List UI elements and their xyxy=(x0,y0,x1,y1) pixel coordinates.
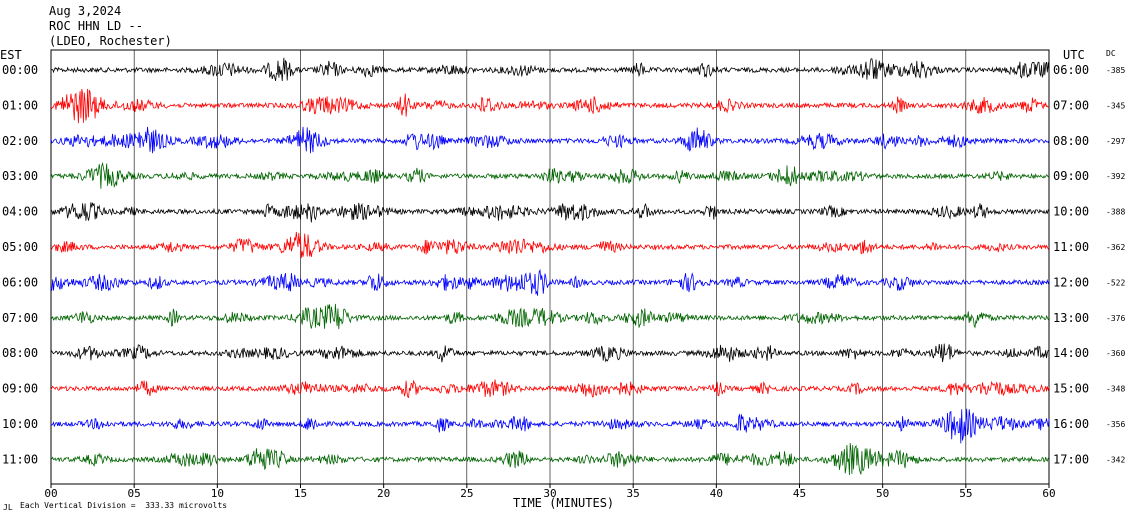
utc-hour-label: 08:00 xyxy=(1053,134,1089,148)
utc-hour-label: 12:00 xyxy=(1053,275,1089,289)
x-tick-label: 35 xyxy=(627,487,640,500)
seismic-trace xyxy=(50,126,1050,154)
utc-hour-label: 07:00 xyxy=(1053,98,1089,112)
dc-offset-label: -385 xyxy=(1106,66,1125,75)
dc-offset-label: -297 xyxy=(1106,137,1125,146)
utc-hour-label: 09:00 xyxy=(1053,169,1089,183)
est-hour-label: 03:00 xyxy=(2,169,38,183)
dc-offset-label: -388 xyxy=(1106,208,1125,217)
dc-title: DC xyxy=(1106,49,1116,58)
seismic-trace xyxy=(50,161,1050,189)
x-tick-label: 05 xyxy=(128,487,141,500)
est-hour-label: 00:00 xyxy=(2,63,38,77)
est-hour-label: 11:00 xyxy=(2,452,38,466)
seismic-trace xyxy=(50,268,1050,296)
network-name: (LDEO, Rochester) xyxy=(49,34,172,48)
est-hour-label: 06:00 xyxy=(2,275,38,289)
utc-hour-label: 16:00 xyxy=(1053,417,1089,431)
seismic-trace xyxy=(50,231,1050,259)
est-hour-label: 01:00 xyxy=(2,98,38,112)
seismic-trace xyxy=(50,408,1050,444)
est-hour-label: 09:00 xyxy=(2,382,38,396)
est-hour-label: 07:00 xyxy=(2,311,38,325)
utc-hour-label: 10:00 xyxy=(1053,205,1089,219)
dc-offset-label: -342 xyxy=(1106,455,1125,464)
utc-hour-label: 15:00 xyxy=(1053,382,1089,396)
x-tick-label: 55 xyxy=(959,487,972,500)
est-hour-label: 05:00 xyxy=(2,240,38,254)
x-tick-label: 00 xyxy=(44,487,57,500)
x-axis-title: TIME (MINUTES) xyxy=(513,496,615,510)
station-code: ROC HHN LD -- xyxy=(49,19,143,33)
est-hour-label: 02:00 xyxy=(2,134,38,148)
x-tick-label: 20 xyxy=(377,487,390,500)
seismic-trace xyxy=(51,57,1050,82)
dc-offset-label: -376 xyxy=(1106,314,1125,323)
corner-mark: JL xyxy=(3,503,13,512)
x-tick-label: 25 xyxy=(460,487,473,500)
dc-offset-label: -348 xyxy=(1106,385,1125,394)
right-axis-title: UTC xyxy=(1063,48,1085,62)
chart-date: Aug 3,2024 xyxy=(49,4,122,18)
x-tick-label: 50 xyxy=(876,487,889,500)
est-hour-label: 10:00 xyxy=(2,417,38,431)
x-tick-label: 60 xyxy=(1042,487,1055,500)
left-axis-title: EST xyxy=(0,48,22,62)
dc-offset-label: -356 xyxy=(1106,420,1125,429)
seismic-trace xyxy=(50,303,1050,330)
dc-offset-label: -362 xyxy=(1106,243,1125,252)
x-tick-label: 30 xyxy=(543,487,556,500)
seismic-trace xyxy=(50,443,1050,476)
scale-note: Each Vertical Division = 333.33 microvol… xyxy=(20,501,228,510)
seismic-trace xyxy=(50,379,1050,399)
x-tick-label: 45 xyxy=(793,487,806,500)
seismic-trace xyxy=(50,202,1050,223)
est-hour-label: 04:00 xyxy=(2,205,38,219)
est-hour-label: 08:00 xyxy=(2,346,38,360)
x-tick-label: 10 xyxy=(211,487,224,500)
dc-offset-label: -360 xyxy=(1106,349,1125,358)
utc-hour-label: 17:00 xyxy=(1053,452,1089,466)
seismic-trace xyxy=(50,88,1050,124)
utc-hour-label: 14:00 xyxy=(1053,346,1089,360)
x-tick-label: 15 xyxy=(294,487,307,500)
seismic-trace xyxy=(50,343,1050,363)
x-tick-label: 40 xyxy=(710,487,723,500)
dc-offset-label: -522 xyxy=(1106,278,1125,287)
dc-offset-label: -392 xyxy=(1106,172,1125,181)
utc-hour-label: 06:00 xyxy=(1053,63,1089,77)
dc-offset-label: -345 xyxy=(1106,101,1125,110)
utc-hour-label: 13:00 xyxy=(1053,311,1089,325)
utc-hour-label: 11:00 xyxy=(1053,240,1089,254)
